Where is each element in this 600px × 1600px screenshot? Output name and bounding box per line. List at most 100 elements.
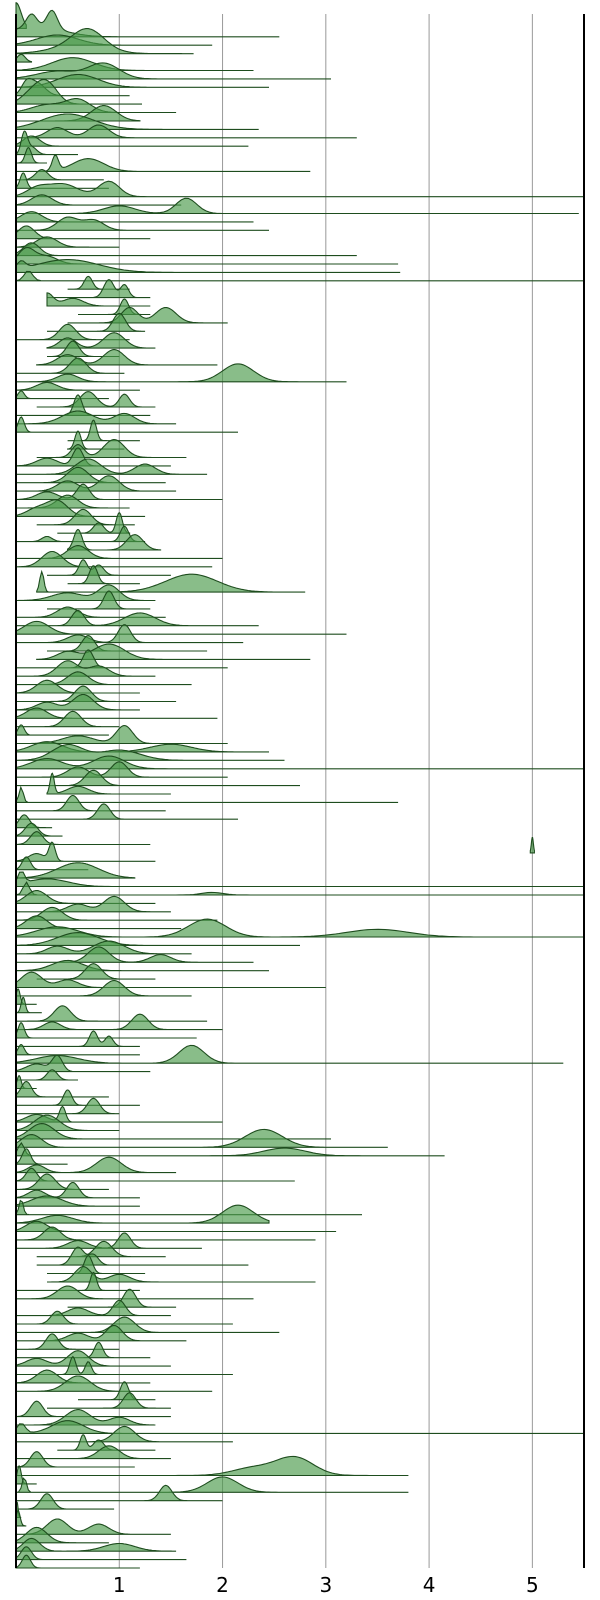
x-tick-label: 4 (423, 1573, 436, 1597)
ridge-5 (15, 57, 254, 72)
ridge-176 (16, 1493, 115, 1510)
ridge-86 (15, 741, 269, 753)
x-tick-label: 5 (526, 1573, 539, 1597)
ridge-67 (36, 569, 306, 593)
ridge-129 (16, 1097, 120, 1115)
ridge-138 (16, 1173, 109, 1190)
ridge-178 (15, 1510, 27, 1527)
x-tick-label: 1 (113, 1573, 126, 1597)
ridge-66 (67, 565, 140, 585)
ridge-21 (15, 194, 182, 206)
ridge-51 (36, 439, 187, 459)
ridge-134 (15, 1142, 445, 1157)
ridge-146 (36, 1240, 166, 1258)
ridge-82 (15, 707, 218, 719)
ridge-22 (16, 197, 579, 215)
ridge-119 (16, 1013, 223, 1031)
ridge-163 (78, 1381, 156, 1401)
ridge-104 (15, 890, 156, 904)
ridge-1 (15, 9, 280, 38)
ridge-77 (16, 660, 156, 677)
ridge-117 (16, 996, 42, 1014)
ridge-14 (15, 135, 249, 147)
ridge-68 (16, 584, 156, 602)
ridge-103 (15, 881, 584, 896)
ridge-115 (16, 980, 192, 997)
ridge-140 (15, 1195, 140, 1207)
ridge-153 (16, 1299, 171, 1317)
ridge-156 (16, 1324, 187, 1342)
ridge-114 (15, 971, 326, 989)
ridge-139 (15, 1181, 140, 1199)
ridge-25 (15, 225, 151, 240)
ridge-110 (16, 940, 192, 955)
ridge-91 (46, 772, 171, 795)
ridge-83 (16, 710, 120, 728)
ridge-16 (16, 147, 47, 164)
ridge-147 (36, 1246, 249, 1266)
ridgeline-series (15, 2, 584, 1569)
x-tick-label: 3 (319, 1573, 332, 1597)
ridge-53 (16, 458, 208, 475)
ridge-180 (15, 1526, 109, 1544)
ridge-88 (15, 755, 584, 770)
ridge-168 (16, 1425, 233, 1443)
ridge-65 (47, 559, 171, 576)
ridge-32 (47, 279, 151, 299)
ridge-133 (15, 1128, 388, 1148)
ridge-15 (15, 130, 78, 156)
ridge-75 (36, 643, 311, 660)
ridge-107 (15, 915, 182, 930)
ridge-144 (16, 1226, 316, 1241)
ridge-141 (15, 1199, 362, 1216)
ridge-174 (15, 1476, 409, 1493)
ridge-181 (15, 1537, 177, 1552)
ridge-74 (47, 635, 208, 652)
ridge-23 (15, 211, 254, 223)
ridge-162 (16, 1375, 213, 1392)
ridge-87 (16, 743, 285, 761)
ridge-96 (15, 822, 63, 837)
ridge-136 (15, 1156, 177, 1174)
ridge-112 (15, 959, 269, 972)
ridge-62 (67, 529, 162, 551)
ridge-31 (67, 275, 130, 290)
ridge-118 (16, 1005, 208, 1022)
x-tick-label: 2 (216, 1573, 229, 1597)
ridge-149 (47, 1266, 316, 1283)
ridge-12 (15, 113, 259, 130)
ridge-183 (15, 1554, 140, 1569)
ridge-47 (16, 410, 177, 425)
ridge-99 (15, 841, 156, 862)
ridge-73 (16, 624, 244, 644)
ridge-135 (15, 1148, 68, 1165)
ridge-72 (15, 620, 347, 635)
ridge-64 (16, 550, 213, 568)
ridge-123 (15, 1044, 564, 1064)
ridge-43 (15, 381, 140, 391)
ridge-128 (16, 1089, 140, 1106)
ridge-172 (16, 1455, 409, 1477)
ridge-116 (15, 988, 37, 1005)
ridge-24 (16, 216, 269, 231)
ridge-76 (16, 649, 228, 669)
ridge-171 (16, 1451, 135, 1468)
ridge-7 (15, 73, 269, 88)
ridge-48 (15, 416, 238, 433)
ridge-109 (15, 932, 300, 946)
ridge-121 (16, 1030, 140, 1047)
ridge-81 (15, 693, 140, 711)
ridge-55 (16, 475, 177, 492)
ridge-4 (15, 53, 33, 63)
ridge-167 (15, 1420, 584, 1434)
ridge-93 (16, 794, 166, 812)
ridge-3 (15, 28, 194, 55)
ridge-90 (16, 769, 300, 787)
ridge-85 (16, 724, 228, 745)
ridge-34 (78, 298, 151, 316)
ridge-6 (15, 62, 331, 80)
ridge-80 (16, 685, 177, 703)
ridge-113 (36, 963, 156, 980)
ridge-94 (16, 803, 238, 820)
